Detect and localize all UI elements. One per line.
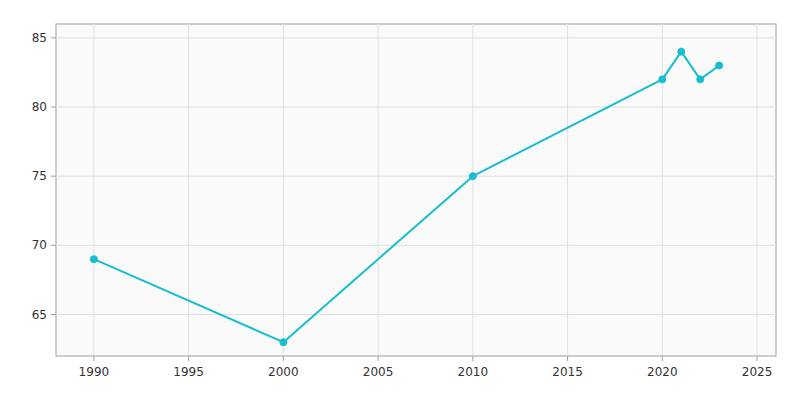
- y-tick: [51, 107, 56, 108]
- x-grid-line: [757, 24, 758, 356]
- y-tick-label: 75: [32, 169, 47, 183]
- y-grid-line: [56, 245, 776, 246]
- line: [94, 52, 719, 343]
- y-tick-label: 65: [32, 308, 47, 322]
- x-grid-line: [567, 24, 568, 356]
- series: [90, 48, 722, 346]
- marker: [90, 256, 97, 263]
- y-grid-line: [56, 37, 776, 38]
- y-grid-line: [56, 176, 776, 177]
- x-tick-label: 1995: [173, 365, 204, 379]
- chart: 1990 1995 2000 2005 2010 2015 2020 2025 65 70 75 80…: [0, 0, 800, 400]
- x-tick: [283, 356, 284, 361]
- x-tick-label: 2020: [647, 365, 678, 379]
- x-tick-label: 2015: [552, 365, 583, 379]
- y-tick-label: 70: [32, 238, 47, 252]
- x-tick: [378, 356, 379, 361]
- x-tick-label: 2010: [458, 365, 489, 379]
- y-tick: [51, 176, 56, 177]
- chart-container: 1990 1995 2000 2005 2010 2015 2020 2025 65 70 75 80…: [0, 0, 800, 400]
- marker: [697, 76, 704, 83]
- marker: [678, 48, 685, 55]
- grid: [56, 24, 776, 356]
- x-tick: [93, 356, 94, 361]
- x-grid-line: [283, 24, 284, 356]
- x-grid-line: [662, 24, 663, 356]
- y-tick: [51, 37, 56, 38]
- marker: [716, 62, 723, 69]
- x-tick: [188, 356, 189, 361]
- marker: [469, 173, 476, 180]
- marker: [280, 339, 287, 346]
- x-tick: [472, 356, 473, 361]
- x-grid-line: [472, 24, 473, 356]
- x-grid-line: [378, 24, 379, 356]
- x-grid-line: [188, 24, 189, 356]
- axes: 1990 1995 2000 2005 2010 2015 2020 2025 65 70 75 80…: [32, 31, 773, 379]
- y-tick: [51, 245, 56, 246]
- y-grid-line: [56, 314, 776, 315]
- x-tick: [567, 356, 568, 361]
- y-grid-line: [56, 107, 776, 108]
- y-tick-label: 80: [32, 100, 47, 114]
- x-tick-label: 2025: [742, 365, 773, 379]
- x-tick: [662, 356, 663, 361]
- y-tick-label: 85: [32, 31, 47, 45]
- x-tick-label: 1990: [79, 365, 110, 379]
- plot-frame: [56, 24, 776, 356]
- x-tick-label: 2005: [363, 365, 394, 379]
- marker: [659, 76, 666, 83]
- x-tick: [757, 356, 758, 361]
- x-grid-line: [93, 24, 94, 356]
- x-tick-label: 2000: [268, 365, 299, 379]
- y-tick: [51, 314, 56, 315]
